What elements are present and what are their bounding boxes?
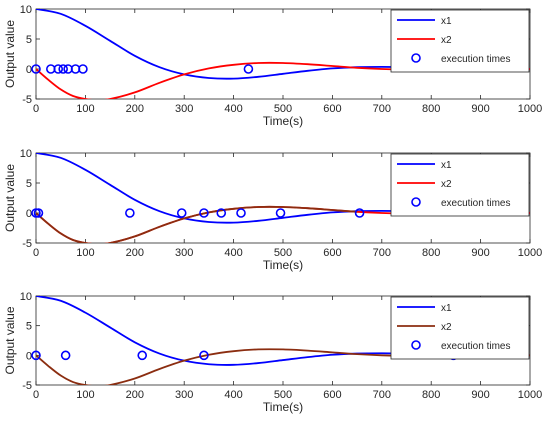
- legend-swatch: [411, 53, 421, 63]
- legend-entry: x1: [441, 303, 452, 314]
- y-tick-label: 0: [26, 208, 32, 220]
- y-tick-label: 10: [20, 291, 32, 303]
- execution-time-marker: [58, 64, 68, 74]
- x-tick-label: 500: [274, 103, 292, 115]
- legend-swatch: [411, 197, 421, 207]
- execution-time-marker: [354, 208, 365, 218]
- x-tick-label: 900: [471, 103, 489, 115]
- legend-entry: execution times: [441, 198, 510, 209]
- subplot-3: 0 100 200 300 400 500 600 700 800 900 1000-50510Ti…: [3, 291, 542, 414]
- legend-swatch: [411, 340, 421, 350]
- x-tick-label: 200: [126, 247, 144, 259]
- execution-time-marker: [31, 350, 41, 361]
- y-tick-label: 0: [26, 350, 32, 362]
- y-axis-label: Output value: [3, 306, 17, 374]
- x-tick-label: 800: [422, 247, 440, 259]
- y-tick-label: 10: [20, 148, 32, 160]
- legend-entry: x2: [441, 35, 452, 46]
- x-tick-label: 300: [175, 247, 193, 259]
- x-tick-label: 800: [422, 389, 440, 401]
- x-axis-label: Time(s): [263, 114, 303, 128]
- x-axis-label: Time(s): [263, 400, 303, 414]
- x-tick-label: 400: [224, 103, 242, 115]
- x-axis-label: Time(s): [263, 258, 303, 272]
- y-tick-label: 5: [26, 321, 32, 333]
- x-tick-label: 700: [373, 103, 391, 115]
- x-tick-label: 900: [471, 247, 489, 259]
- subplot-2: 0 100 200 300 400 500 600 700 800 900 1000-50510Ti…: [3, 148, 542, 272]
- legend: x1 x2 execution times: [390, 296, 530, 360]
- x-tick-label: 600: [323, 389, 341, 401]
- legend: x1 x2 execution times: [390, 9, 530, 73]
- legend-entry: x2: [441, 179, 452, 190]
- x-tick-label: 600: [323, 103, 341, 115]
- x-tick-label: 0: [33, 389, 39, 401]
- x-tick-label: 100: [76, 247, 94, 259]
- execution-time-marker: [275, 208, 286, 218]
- x-tick-label: 200: [126, 103, 144, 115]
- x-tick-label: 700: [373, 389, 391, 401]
- x-tick-label: 500: [274, 247, 292, 259]
- x-tick-label: 0: [33, 247, 39, 259]
- execution-time-marker: [216, 208, 227, 218]
- x-tick-label: 1000: [518, 103, 542, 115]
- y-tick-label: 10: [20, 4, 32, 16]
- y-tick-label: 5: [26, 34, 32, 46]
- x-tick-label: 1000: [518, 389, 542, 401]
- execution-time-marker: [199, 208, 209, 218]
- x-tick-label: 100: [76, 103, 94, 115]
- legend: x1 x2 execution times: [390, 153, 530, 217]
- x-tick-label: 900: [471, 389, 489, 401]
- execution-time-marker: [33, 208, 44, 218]
- legend-entry: execution times: [441, 341, 510, 352]
- execution-time-marker: [137, 350, 148, 361]
- legend-entry: x2: [441, 322, 452, 333]
- x-tick-label: 100: [76, 389, 94, 401]
- x-tick-label: 0: [33, 103, 39, 115]
- x-tick-label: 500: [274, 389, 292, 401]
- execution-time-marker: [53, 64, 64, 74]
- subplot-1: 0 100 200 300 400 500 600 700 800 900 1000-50510Ti…: [3, 4, 542, 128]
- execution-time-marker: [78, 64, 88, 74]
- y-tick-label: 0: [26, 64, 32, 76]
- x-tick-label: 400: [224, 247, 242, 259]
- y-tick-label: -5: [22, 238, 32, 250]
- execution-time-marker: [60, 350, 71, 361]
- series-line-trace-2: [36, 205, 358, 243]
- x-tick-label: 300: [175, 389, 193, 401]
- y-tick-label: -5: [22, 380, 32, 392]
- y-axis-label: Output value: [3, 20, 17, 88]
- execution-time-marker: [236, 208, 246, 218]
- x-tick-label: 800: [422, 103, 440, 115]
- legend-entry: execution times: [441, 54, 510, 65]
- y-tick-label: 5: [26, 178, 32, 190]
- legend-entry: x1: [441, 160, 452, 171]
- y-axis-label: Output value: [3, 164, 17, 232]
- x-tick-label: 200: [126, 389, 144, 401]
- y-tick-label: -5: [22, 94, 32, 106]
- execution-time-marker: [125, 208, 135, 218]
- x-tick-label: 400: [224, 389, 242, 401]
- x-tick-label: 1000: [518, 247, 542, 259]
- x-tick-label: 700: [373, 247, 391, 259]
- legend-entry: x1: [441, 16, 452, 27]
- x-tick-label: 300: [175, 103, 193, 115]
- execution-time-marker: [199, 350, 209, 361]
- execution-time-marker: [31, 64, 41, 74]
- execution-time-marker: [243, 64, 254, 74]
- x-tick-label: 600: [323, 247, 341, 259]
- execution-time-marker: [176, 208, 187, 218]
